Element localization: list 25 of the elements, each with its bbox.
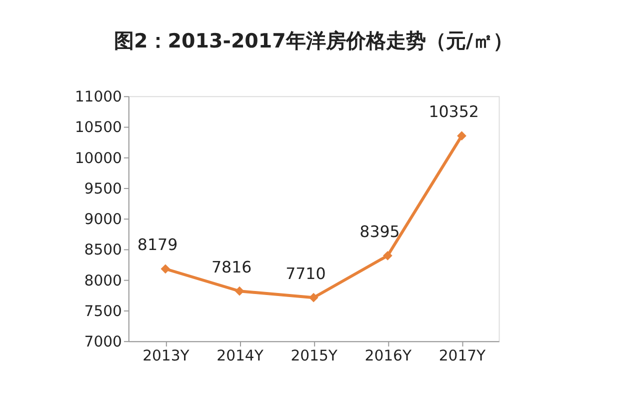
data-label: 8395: [360, 222, 400, 241]
data-label: 8179: [137, 235, 178, 254]
y-tick-label: 10500: [74, 119, 122, 136]
point: [457, 131, 466, 141]
x-tick-label: 2017Y: [438, 347, 487, 364]
point: [308, 292, 318, 302]
y-tick-label: 9000: [84, 211, 122, 228]
data-label: 10352: [428, 102, 479, 122]
y-tick-label: 7500: [84, 302, 122, 320]
data-label: 7816: [212, 257, 252, 276]
point: [160, 264, 170, 274]
y-tick-label: 9500: [84, 180, 122, 198]
y-tick-label: 10000: [74, 150, 122, 167]
point: [382, 250, 392, 260]
x-tick-label: 2013Y: [142, 347, 190, 364]
x-tick-label: 2015Y: [290, 347, 338, 364]
data-label: 7710: [286, 264, 326, 283]
y-tick-label: 8000: [84, 272, 122, 290]
y-tick-label: 11000: [74, 88, 122, 106]
y-tick-label: 7000: [84, 334, 122, 351]
point: [234, 286, 244, 296]
x-tick-label: 2016Y: [364, 347, 412, 364]
x-tick-label: 2014Y: [216, 347, 264, 364]
y-tick-label: 8500: [84, 242, 122, 259]
chart-title: 图2：2013-2017年洋房价格走势（元/㎡）: [114, 30, 514, 53]
